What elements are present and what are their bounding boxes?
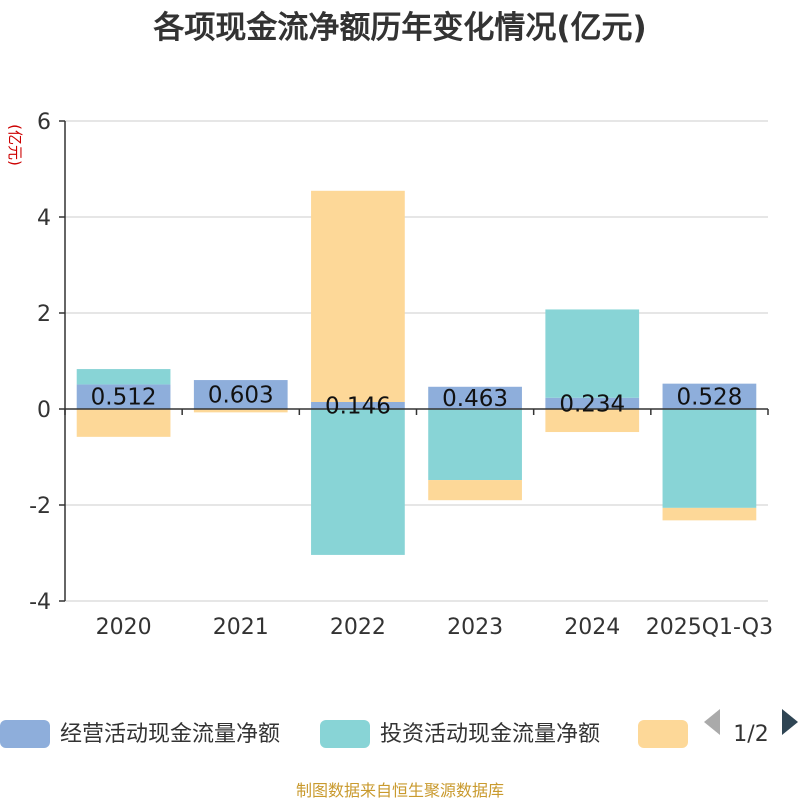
legend-page-indicator: 1/2	[733, 722, 768, 747]
legend-swatch-1[interactable]	[0, 720, 50, 748]
grid-lines	[65, 120, 768, 602]
y-tick-label: -4	[29, 590, 51, 615]
y-tick-label: 4	[37, 206, 51, 231]
legend: 经营活动现金流量净额 投资活动现金流量净额	[0, 720, 688, 748]
bar-series-2-2025Q1-Q3[interactable]	[662, 409, 757, 508]
y-tick-label: 6	[37, 110, 51, 135]
axes: 6 4 2 0 -2 -4 2020 2021 2022 2023 2024 2025Q1-Q3	[29, 110, 773, 640]
data-labels: 0.512 0.603 0.146 0.463 0.234 0.528	[91, 383, 743, 420]
bar-series-1-2025Q1-Q3[interactable]	[662, 383, 757, 409]
y-tick-label: 0	[37, 398, 51, 423]
legend-swatch-2[interactable]	[320, 720, 370, 748]
x-tick-label-2022: 2022	[330, 615, 386, 640]
legend-label-2[interactable]: 投资活动现金流量净额	[380, 722, 600, 747]
data-label-2021: 0.603	[208, 383, 274, 409]
legend-pager: 1/2	[704, 709, 798, 747]
bar-series-1-2023[interactable]	[428, 386, 522, 409]
bar-series-1-2022[interactable]	[311, 401, 405, 409]
y-tick-label: 2	[37, 302, 51, 327]
bar-series-3-2022[interactable]	[311, 190, 405, 402]
bar-series-3-2024[interactable]	[545, 409, 640, 433]
bar-series-3-2020[interactable]	[76, 409, 171, 437]
x-tick-label-2024: 2024	[564, 615, 620, 640]
data-label-2023: 0.463	[442, 386, 508, 412]
bar-series-1-2020[interactable]	[76, 384, 171, 409]
data-label-2025Q1-Q3: 0.528	[676, 384, 742, 410]
data-label-2022: 0.146	[325, 393, 391, 419]
bar-series-1-2021[interactable]	[193, 380, 288, 409]
bars	[76, 190, 757, 555]
x-tick-label-2021: 2021	[213, 615, 269, 640]
bar-series-2-2022[interactable]	[311, 409, 405, 555]
bar-series-3-2021[interactable]	[193, 409, 288, 413]
y-axis-unit-label: (亿元)	[6, 124, 24, 166]
legend-swatch-3[interactable]	[638, 720, 688, 748]
x-tick-label-2025Q1-Q3: 2025Q1-Q3	[646, 615, 773, 640]
x-tick-label-2023: 2023	[447, 615, 503, 640]
legend-next-icon[interactable]	[782, 709, 798, 735]
data-label-2024: 0.234	[559, 391, 625, 417]
bar-series-2-2023[interactable]	[428, 409, 522, 481]
legend-label-1[interactable]: 经营活动现金流量净额	[60, 722, 280, 747]
chart-title: 各项现金流净额历年变化情况(亿元)	[152, 10, 646, 46]
bar-series-1-2024[interactable]	[545, 397, 640, 409]
bar-series-2-2024[interactable]	[545, 309, 640, 398]
footer-source: 制图数据来自恒生聚源数据库	[296, 781, 504, 800]
bar-series-2-2020[interactable]	[76, 369, 171, 385]
x-tick-label-2020: 2020	[96, 615, 152, 640]
data-label-2020: 0.512	[91, 385, 157, 411]
y-tick-label: -2	[29, 494, 51, 519]
bar-series-3-2025Q1-Q3[interactable]	[662, 507, 757, 521]
bar-series-3-2023[interactable]	[428, 480, 522, 501]
legend-prev-icon[interactable]	[704, 709, 720, 735]
